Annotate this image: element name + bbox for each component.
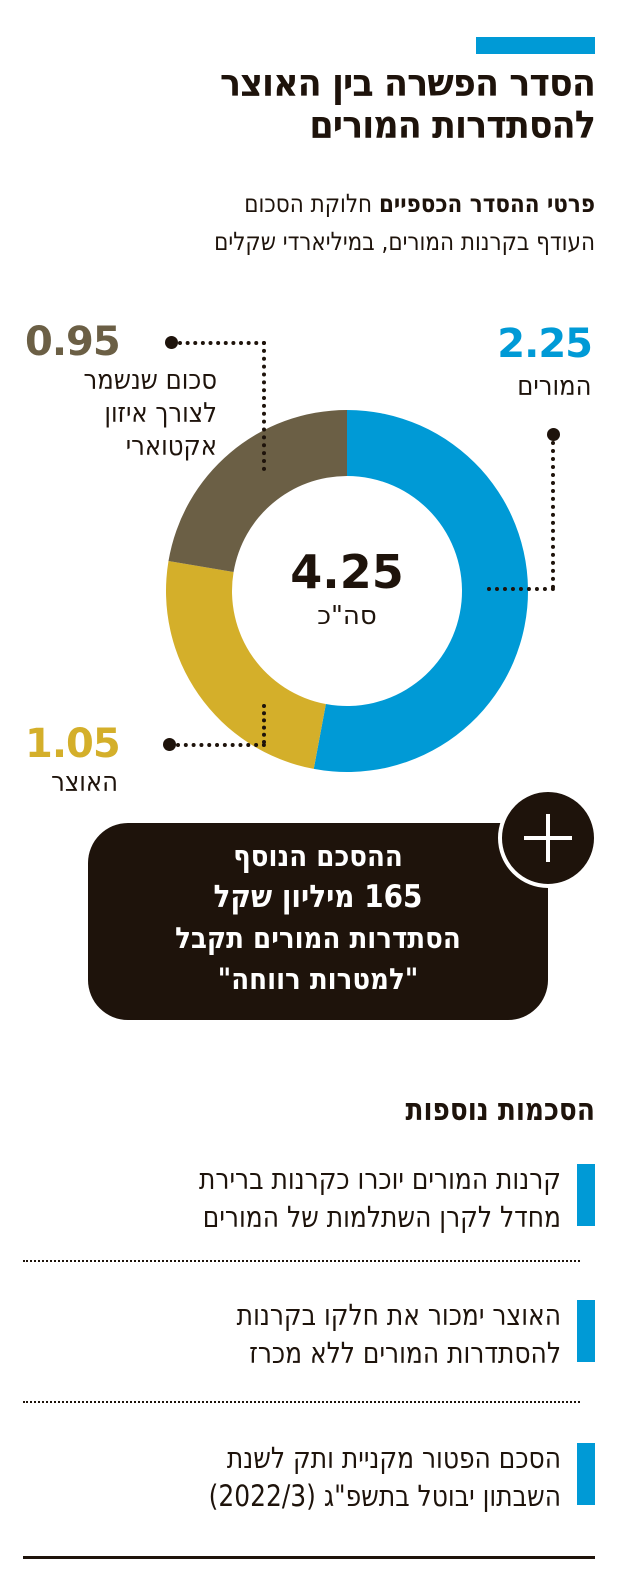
treasury-leader-line <box>262 704 266 744</box>
teachers-leader-dot <box>547 428 560 441</box>
actuarial-label-line-2: לצורך איזון <box>104 398 217 429</box>
additional-agreement-box <box>88 823 548 1020</box>
agreement-item: הסכם הפטור מקניית ותק לשנת השבתון יבוטל … <box>23 1439 595 1519</box>
donut-segment-teachers <box>313 410 528 772</box>
agreement-item: קרנות המורים יוכרו כקרנות ברירת מחדל לקר… <box>23 1160 595 1240</box>
donut-segment-treasury <box>166 561 326 769</box>
actuarial-leader-line <box>262 341 266 471</box>
total-value: 4.25 <box>290 545 404 599</box>
callout-line-1: ההסכם הנוסף <box>233 839 403 873</box>
teachers-leader-line <box>551 441 555 589</box>
subtitle-rest: חלוקת הסכום <box>244 189 379 218</box>
treasury-value: 1.05 <box>25 721 121 767</box>
total-label: סה"כ <box>317 601 377 631</box>
teachers-leader-line-h <box>487 587 555 591</box>
accent-bar <box>476 37 595 54</box>
subtitle-line-2: העודף בקרנות המורים, במיליארדי שקלים <box>214 227 595 256</box>
actuarial-label: סכום שנשמר לצורך איזון אקטוארי <box>37 364 217 463</box>
callout-line-4: "למטרות רווחה" <box>217 962 419 996</box>
actuarial-label-line-3: אקטוארי <box>125 431 217 462</box>
item-text-line-2: מחדל לקרן השתלמות של המורים <box>202 1200 561 1234</box>
item-accent-bar <box>577 1300 595 1362</box>
treasury-leader-line-h <box>176 743 266 747</box>
callout-amount: 165 מיליון שקל <box>213 879 423 915</box>
treasury-label: האוצר <box>51 767 119 798</box>
title-line-1: הסדר הפשרה בין האוצר <box>219 61 596 105</box>
page-title: הסדר הפשרה בין האוצר להסתדרות המורים <box>80 61 596 147</box>
divider <box>23 1260 580 1262</box>
actuarial-value: 0.95 <box>25 319 121 365</box>
agreements-title: הסכמות נוספות <box>405 1092 595 1128</box>
donut-segment-actuarial <box>168 410 347 572</box>
item-text: הסכם הפטור מקניית ותק לשנת השבתון יבוטל … <box>97 1439 561 1515</box>
item-text: קרנות המורים יוכרו כקרנות ברירת מחדל לקר… <box>97 1160 561 1236</box>
additional-agreement-text: ההסכם הנוסף 165 מיליון שקל הסתדרות המורי… <box>111 836 525 1000</box>
teachers-value: 2.25 <box>497 321 593 367</box>
actuarial-leader-dot <box>165 336 178 349</box>
item-text-line-2: השבתון יבוטל בתשפ"ג (2022/3) <box>208 1479 561 1513</box>
item-text-line-1: קרנות המורים יוכרו כקרנות ברירת <box>198 1162 561 1196</box>
item-text-line-1: הסכם הפטור מקניית ותק לשנת <box>226 1441 561 1475</box>
item-text-line-1: האוצר ימכור את חלקו בקרנות <box>236 1298 561 1332</box>
subtitle-bold: פרטי ההסדר הכספיים <box>378 189 595 218</box>
actuarial-label-line-1: סכום שנשמר <box>83 365 217 396</box>
plus-icon <box>498 788 598 888</box>
item-accent-bar <box>577 1164 595 1226</box>
subtitle: פרטי ההסדר הכספיים חלוקת הסכום העודף בקר… <box>96 185 595 261</box>
divider <box>23 1401 580 1403</box>
title-line-2: להסתדרות המורים <box>309 103 596 147</box>
agreement-item: האוצר ימכור את חלקו בקרנות להסתדרות המור… <box>23 1296 595 1376</box>
item-text: האוצר ימכור את חלקו בקרנות להסתדרות המור… <box>97 1296 561 1372</box>
treasury-leader-dot <box>163 738 176 751</box>
callout-line-3: הסתדרות המורים תקבל <box>175 921 461 955</box>
bottom-rule <box>23 1556 595 1559</box>
item-text-line-2: להסתדרות המורים ללא מכרז <box>249 1336 561 1370</box>
actuarial-leader-line-h <box>178 341 266 345</box>
teachers-label: המורים <box>517 371 592 402</box>
item-accent-bar <box>577 1443 595 1505</box>
donut-chart <box>166 410 528 772</box>
